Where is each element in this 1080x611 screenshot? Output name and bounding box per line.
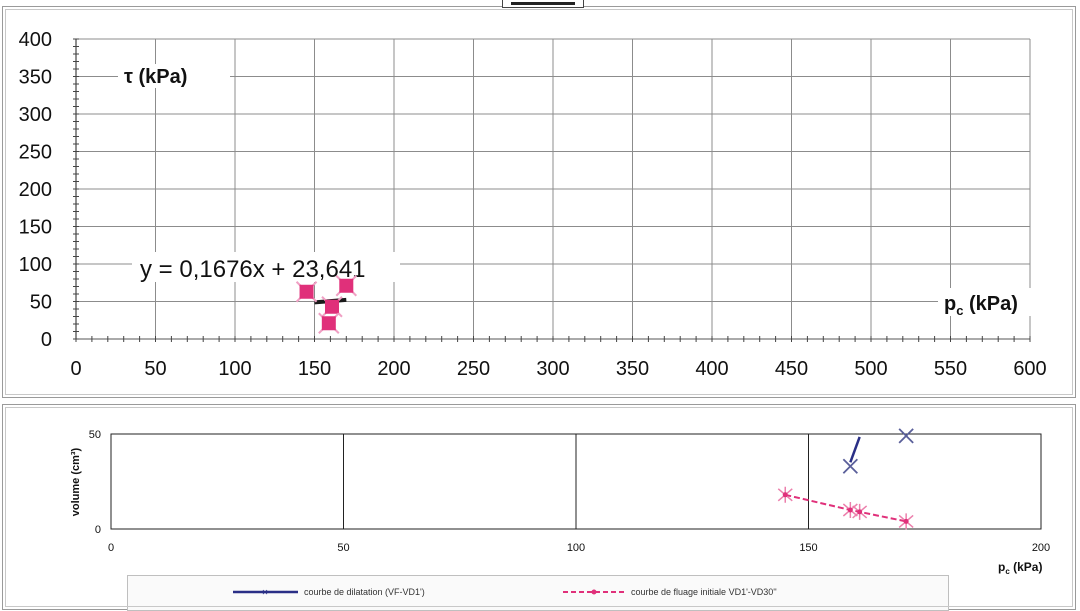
y-tick-label: 300 [19, 104, 52, 126]
y-axis-title-group: τ (kPa) [118, 64, 230, 88]
y-tick-label: 50 [89, 429, 101, 441]
data-point-dilatation [898, 428, 914, 444]
x-tick-label: 300 [536, 358, 569, 380]
data-point-fluage-dot [782, 492, 788, 498]
data-point-fluage [852, 503, 868, 520]
trendline-equation-group: y = 0,1676x + 23,641 [132, 252, 400, 283]
x-tick-label: 550 [934, 358, 967, 380]
x-tick-label: 100 [567, 542, 585, 554]
x-tick-label: 200 [377, 358, 410, 380]
x-tick-label: 50 [337, 542, 349, 554]
x-tick-label: 200 [1032, 542, 1050, 554]
legend-swatches: ✕ [233, 588, 625, 597]
data-point-fluage [898, 513, 914, 530]
y-tick-label: 0 [95, 524, 101, 536]
y-tick-label: 150 [19, 217, 52, 239]
trendline-equation: y = 0,1676x + 23,641 [140, 256, 366, 283]
x-axis-title: pc (kPa) [944, 293, 1018, 318]
data-point-square [321, 316, 336, 331]
bottom-x-axis-title: pc (kPa) [998, 560, 1042, 576]
series-line-dilatation [849, 436, 861, 463]
y-tick-label: 200 [19, 179, 52, 201]
y-axis-title: τ (kPa) [124, 66, 187, 88]
x-tick-label: 0 [108, 542, 114, 554]
x-tick-label: 600 [1013, 358, 1046, 380]
x-axis-title-group: pc (kPa) [938, 288, 1048, 318]
bottom-chart-legend: ✕ courbe de dilatation (VF-VD1') courbe … [127, 575, 949, 611]
data-point-fluage-dot [857, 509, 863, 515]
x-tick-label: 450 [775, 358, 808, 380]
x-tick-label: 150 [298, 358, 331, 380]
data-point-square [299, 284, 314, 299]
svg-text:✕: ✕ [262, 588, 269, 597]
data-point-fluage [777, 486, 793, 503]
y-tick-label: 100 [19, 254, 52, 276]
y-tick-label: 0 [41, 329, 52, 351]
x-tick-label: 350 [616, 358, 649, 380]
x-axis-title-bg [938, 288, 1048, 316]
data-point [318, 312, 340, 334]
top-scatter-chart: 0 50 100 150 200 250 300 350 400 0 50 100 150 200 250 3… [19, 29, 1048, 380]
x-tick-label: 50 [144, 358, 166, 380]
x-tick-label: 500 [854, 358, 887, 380]
x-tick-label: 400 [695, 358, 728, 380]
x-tick-label: 0 [70, 358, 81, 380]
x-tick-label: 250 [457, 358, 490, 380]
bottom-y-axis-title: volume (cm³) [70, 447, 82, 516]
y-tick-label: 350 [19, 67, 52, 89]
legend-label-dilatation: courbe de dilatation (VF-VD1') [304, 587, 425, 597]
top-chart-tab [502, 0, 584, 8]
y-axis-title-bg [118, 64, 230, 88]
legend-label-fluage: courbe de fluage initiale VD1'-VD30'' [631, 587, 777, 597]
data-point [335, 275, 358, 297]
y-tick-label: 400 [19, 29, 52, 51]
data-point-square [339, 278, 354, 293]
y-tick-label: 250 [19, 142, 52, 164]
data-point-square [324, 299, 339, 314]
x-tick-label: 150 [799, 542, 817, 554]
data-point [295, 281, 318, 303]
data-point-dilatation [842, 458, 858, 474]
data-point-fluage [842, 502, 858, 518]
x-tick-label: 100 [218, 358, 251, 380]
y-tick-label: 50 [30, 292, 52, 314]
data-point-fluage-dot [903, 518, 909, 524]
series-line-fluage [785, 493, 907, 523]
data-point-fluage-dot [847, 507, 853, 513]
